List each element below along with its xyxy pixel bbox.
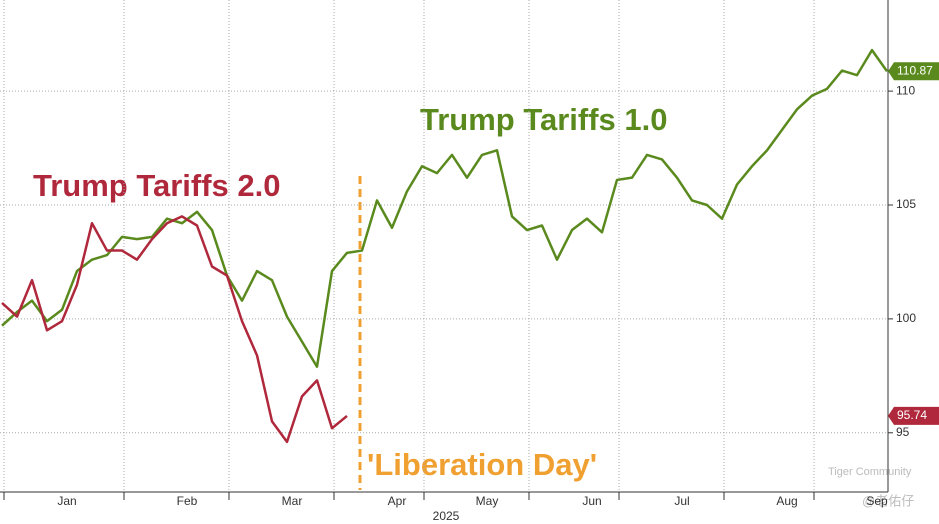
year-label: 2025 — [433, 509, 460, 523]
series-annotation: Trump Tariffs 1.0 — [420, 102, 668, 137]
series-line — [1, 48, 889, 368]
x-tick-label: Apr — [388, 494, 407, 508]
series-annotation: Trump Tariffs 2.0 — [33, 168, 281, 203]
last-value-label: 110.87 — [897, 63, 933, 77]
x-tick-label: Jul — [674, 494, 689, 508]
y-tick-label: 105 — [896, 197, 916, 211]
x-tick-label: Mar — [282, 494, 303, 508]
x-tick-label: Sep — [866, 494, 888, 508]
x-tick-label: Jun — [582, 494, 601, 508]
plot: 95 100 105 110 Jan Feb Mar Apr May Jun Jul Aug Sep 11… — [0, 0, 939, 508]
series-line — [1, 215, 348, 444]
last-value-box — [888, 62, 939, 81]
x-tick-label: Feb — [177, 494, 198, 508]
x-tick-label: May — [476, 494, 499, 508]
x-tick-label: Jan — [57, 494, 76, 508]
watermark: Tiger Community — [828, 466, 912, 478]
y-tick-label: 100 — [896, 311, 916, 325]
y-tick-label: 95 — [896, 425, 910, 439]
event-label: 'Liberation Day' — [367, 447, 597, 482]
y-tick-label: 110 — [896, 83, 915, 97]
last-value-box — [888, 406, 939, 425]
watermark: @老佑仔 — [862, 493, 914, 508]
last-value-label: 95.74 — [897, 408, 927, 422]
x-tick-label: Aug — [776, 494, 797, 508]
